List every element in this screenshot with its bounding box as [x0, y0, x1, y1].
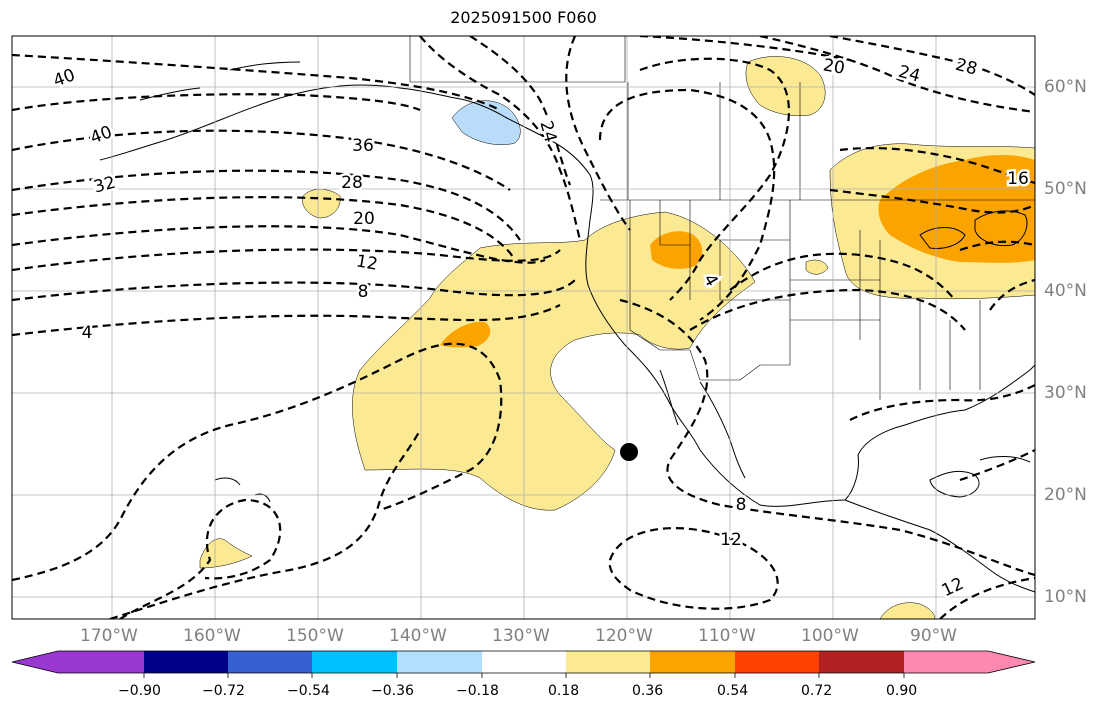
storm-position-marker: [620, 443, 638, 461]
colorbar-tick-label: 0.36: [632, 683, 664, 699]
contour-label: 20: [821, 55, 846, 78]
colorbar-bin: [735, 651, 819, 673]
colorbar-bin: [144, 651, 228, 673]
colorbar-bin: [819, 651, 904, 673]
colorbar-bin: [228, 651, 312, 673]
colorbar-bin: [650, 651, 735, 673]
colorbar-bin: [397, 651, 482, 673]
lon-label: 170°W: [80, 626, 138, 646]
colorbar-tick-label: −0.36: [371, 683, 414, 699]
colorbar-outline: [11, 650, 1036, 674]
colorbar-tick-label: −0.18: [456, 683, 499, 699]
colorbar-bin: [904, 651, 988, 673]
colorbar: [11, 650, 1036, 678]
contour-label: 12: [354, 251, 379, 274]
lon-label: 120°W: [595, 626, 653, 646]
colorbar-bin: [482, 651, 566, 673]
lon-label: 160°W: [183, 626, 241, 646]
colorbar-tick-label: −0.90: [118, 683, 161, 699]
colorbar-tick-label: 0.72: [801, 683, 833, 699]
colorbar-tick-label: −0.72: [202, 683, 245, 699]
colorbar-bin: [566, 651, 650, 673]
colorbar-tick-label: 0.54: [717, 683, 749, 699]
lat-label: 60°N: [1044, 77, 1087, 97]
map-frame: [11, 35, 1036, 620]
lat-label: 50°N: [1044, 179, 1087, 199]
contour-label: 4: [82, 323, 93, 343]
colorbar-bin: [312, 651, 397, 673]
lon-label: 100°W: [801, 626, 859, 646]
contour-label: 8: [736, 495, 747, 515]
contour-label: 12: [720, 530, 742, 550]
lat-label: 10°N: [1044, 587, 1087, 607]
contour-label: 20: [353, 209, 375, 229]
colorbar-over-arrow: [988, 651, 1035, 673]
colorbar-tick-label: −0.54: [287, 683, 330, 699]
contour-label: 28: [341, 173, 363, 193]
lat-label: 30°N: [1044, 383, 1087, 403]
shading-positive-mid: [440, 155, 1035, 348]
colorbar-tick-label: 0.90: [886, 683, 918, 699]
lon-label: 110°W: [698, 626, 756, 646]
lat-label: 40°N: [1044, 281, 1087, 301]
lon-label: 130°W: [492, 626, 550, 646]
lon-label: 140°W: [389, 626, 447, 646]
lon-label: 90°W: [910, 626, 957, 646]
contour-label: 36: [352, 136, 374, 156]
graticule: [12, 36, 1035, 619]
state-borders: [409, 36, 1035, 400]
colorbar-under-arrow: [12, 651, 58, 673]
lon-label: 150°W: [286, 626, 344, 646]
map-title: 2025091500 F060: [450, 8, 597, 27]
colorbar-bin: [58, 651, 144, 673]
colorbar-tick-label: 0.18: [548, 683, 580, 699]
contour-label: 16: [1007, 169, 1029, 189]
contours: [12, 36, 1035, 619]
contour-label: 8: [358, 282, 369, 302]
lat-label: 20°N: [1044, 485, 1087, 505]
